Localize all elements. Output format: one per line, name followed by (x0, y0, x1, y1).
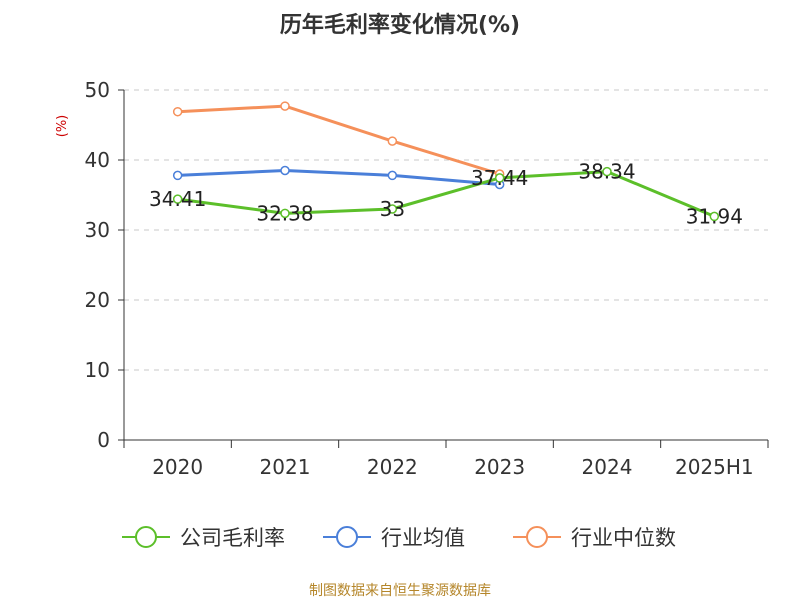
data-label: 33 (380, 197, 405, 221)
series-line-2 (177, 104, 501, 176)
y-tick-label: 0 (97, 428, 110, 452)
gridlines (124, 89, 768, 371)
legend-label: 公司毛利率 (180, 526, 285, 550)
y-tick-label: 30 (85, 218, 110, 242)
data-point (280, 101, 290, 111)
data-label: 31.94 (686, 204, 743, 228)
chart-title: 历年毛利率变化情况(%) (280, 12, 520, 38)
data-point (280, 208, 290, 219)
data-point (280, 165, 290, 176)
data-label: 38.34 (578, 160, 635, 184)
data-label: 32.38 (256, 201, 313, 225)
legend-label: 行业均值 (381, 526, 465, 550)
axes: 0 10 20 30 40 50 2020 2021 2022 2023 2024 2025H1 (85, 78, 769, 479)
legend-label: 行业中位数 (571, 526, 676, 550)
data-point (172, 106, 183, 117)
x-tick-label: 2021 (260, 455, 311, 479)
data-point (494, 173, 505, 183)
legend: 公司毛利率 行业均值 行业中位数 (122, 526, 676, 550)
legend-item: 行业均值 (323, 526, 465, 550)
series-lines (172, 101, 720, 222)
data-label: 34.41 (149, 187, 206, 211)
data-point (387, 170, 398, 181)
data-point (602, 166, 612, 177)
legend-swatch-marker (135, 526, 157, 548)
data-point (387, 136, 398, 146)
data-point (709, 211, 720, 222)
y-tick-label: 50 (85, 78, 110, 102)
legend-swatch-marker (336, 526, 358, 548)
source-note: 制图数据来自恒生聚源数据库 (309, 583, 491, 599)
legend-swatch-marker (526, 526, 548, 548)
data-point (387, 204, 398, 214)
y-tick-label: 10 (85, 358, 110, 382)
data-labels: 34.41 32.38 33 37.44 38.34 31.94 (149, 160, 743, 229)
x-tick-label: 2023 (474, 455, 525, 479)
x-tick-label: 2020 (152, 455, 203, 479)
legend-item: 公司毛利率 (122, 526, 285, 550)
y-tick-label: 40 (85, 148, 110, 172)
y-axis-label: (%) (55, 115, 70, 138)
series-line-1 (177, 169, 500, 186)
data-point (172, 194, 183, 204)
y-tick-label: 20 (85, 288, 110, 312)
legend-item: 行业中位数 (513, 526, 676, 550)
x-tick-label: 2022 (367, 455, 418, 479)
data-label: 37.44 (471, 166, 528, 190)
series-line-0 (177, 170, 715, 218)
x-tick-label: 2025H1 (675, 455, 754, 479)
data-point (172, 170, 183, 181)
x-tick-label: 2024 (582, 455, 633, 479)
